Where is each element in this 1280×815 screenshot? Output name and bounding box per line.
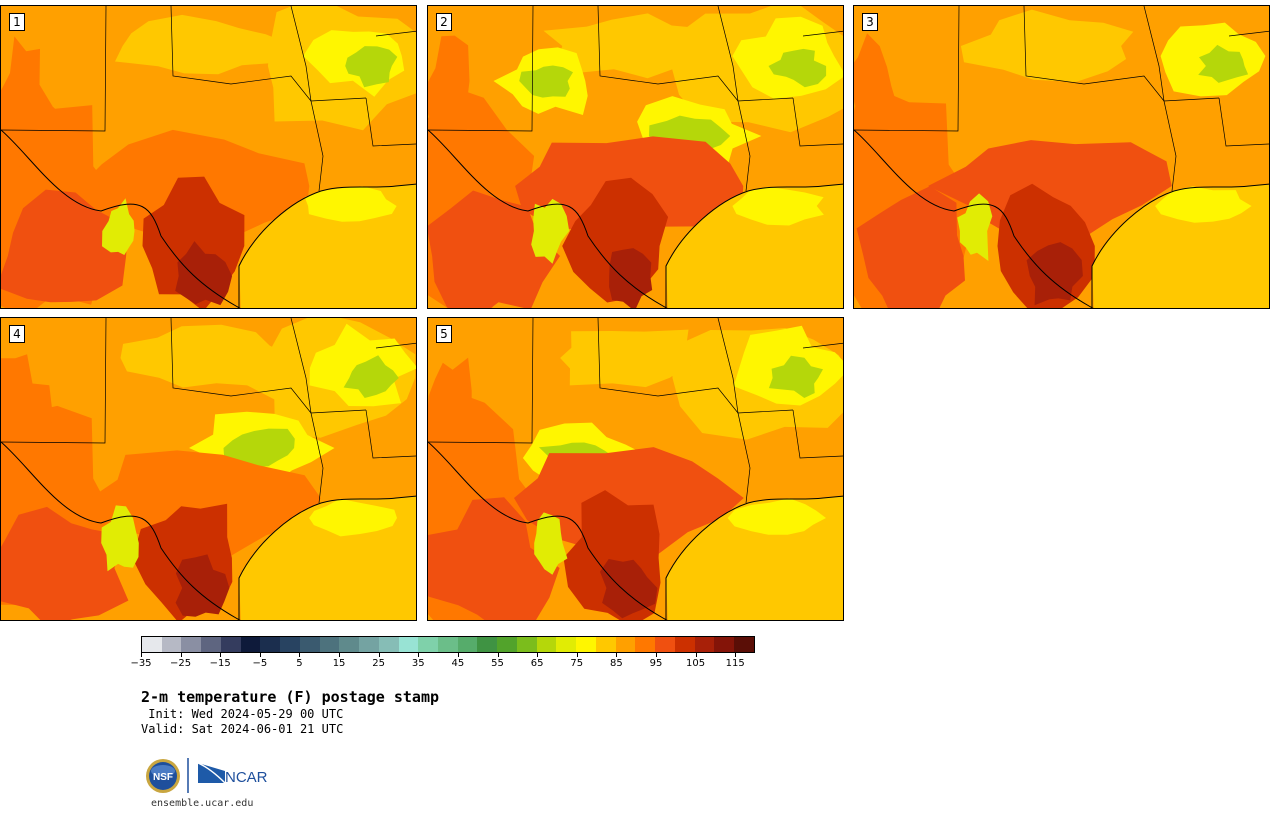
colorbar-tick <box>616 653 618 657</box>
temperature-map-5 <box>428 318 843 620</box>
colorbar-tick-label: 15 <box>332 658 346 669</box>
colorbar-swatch <box>635 637 656 652</box>
ensemble-member-panel-1: 1 <box>0 5 417 309</box>
colorbar-swatch <box>714 637 735 652</box>
colorbar-tick-label: 25 <box>372 658 386 669</box>
colorbar-tick <box>220 653 222 657</box>
colorbar-swatch <box>438 637 458 652</box>
colorbar-swatch <box>299 637 320 652</box>
colorbar-swatch <box>378 637 399 652</box>
ncar-logo-icon: NCAR <box>197 762 268 786</box>
colorbar-swatch <box>359 637 379 652</box>
colorbar-tick <box>735 653 737 657</box>
colorbar-swatch <box>260 637 281 652</box>
panel-number-4: 4 <box>9 325 25 343</box>
colorbar-tick-label: −15 <box>209 658 231 669</box>
colorbar-swatch <box>280 637 300 652</box>
ensemble-member-panel-4: 4 <box>0 317 417 621</box>
valid-time: Valid: Sat 2024-06-01 21 UTC <box>141 722 344 736</box>
colorbar-tick <box>339 653 341 657</box>
colorbar-tick <box>695 653 697 657</box>
svg-text:NCAR: NCAR <box>225 769 268 786</box>
colorbar-swatch <box>734 637 754 652</box>
colorbar-tick-label: 35 <box>411 658 425 669</box>
colorbar-swatch <box>576 637 596 652</box>
ensemble-member-panel-3: 3 <box>853 5 1270 309</box>
colorbar-swatch <box>536 637 557 652</box>
colorbar-tick-label: 105 <box>686 658 706 669</box>
colorbar-tick-label: 55 <box>491 658 504 669</box>
figure-title: 2-m temperature (F) postage stamp <box>141 688 440 706</box>
sponsor-logos: NSF NCAR <box>145 757 275 795</box>
colorbar-swatch <box>418 637 439 652</box>
colorbar-swatch <box>615 637 636 652</box>
colorbar-swatch <box>220 637 241 652</box>
colorbar-tick <box>537 653 539 657</box>
colorbar-tick-label: 45 <box>451 658 465 669</box>
colorbar-swatch <box>319 637 340 652</box>
colorbar-tick <box>418 653 420 657</box>
temperature-map-1 <box>1 6 416 308</box>
colorbar-tick-label: −35 <box>130 658 152 669</box>
website-url: ensemble.ucar.edu <box>151 798 254 809</box>
colorbar-tick-label: 65 <box>530 658 544 669</box>
colorbar-tick-label: 75 <box>570 658 584 669</box>
colorbar-swatch <box>516 637 537 652</box>
colorbar-tick <box>655 653 657 657</box>
colorbar-swatch <box>161 637 182 652</box>
colorbar-swatch <box>497 637 517 652</box>
colorbar-tick <box>299 653 301 657</box>
nsf-logo-icon: NSF <box>146 759 180 793</box>
colorbar-tick-label: −5 <box>252 658 268 669</box>
colorbar-swatch <box>181 637 202 652</box>
colorbar-swatch <box>595 637 616 652</box>
panel-number-3: 3 <box>862 13 878 31</box>
colorbar-ticks: −35 −25 −15 −5 5 15 25 35 45 55 65 75 85 95 105 115 <box>130 653 755 673</box>
svg-text:NSF: NSF <box>153 772 173 783</box>
colorbar-swatch <box>694 637 715 652</box>
colorbar-swatch <box>339 637 360 652</box>
init-time: Init: Wed 2024-05-29 00 UTC <box>141 707 344 721</box>
colorbar-swatch <box>655 637 675 652</box>
ensemble-member-panel-5: 5 <box>427 317 844 621</box>
panel-number-5: 5 <box>436 325 452 343</box>
panel-number-1: 1 <box>9 13 25 31</box>
colorbar-tick <box>378 653 380 657</box>
temperature-colorbar <box>141 636 755 653</box>
colorbar-swatch <box>142 637 162 652</box>
colorbar-tick <box>497 653 499 657</box>
temperature-map-3 <box>854 6 1269 308</box>
colorbar-tick-label: 115 <box>725 658 745 669</box>
colorbar-tick <box>180 653 182 657</box>
temperature-map-4 <box>1 318 416 620</box>
colorbar-tick-label: 5 <box>296 658 303 669</box>
colorbar-swatch <box>201 637 221 652</box>
colorbar-swatch <box>398 637 419 652</box>
colorbar-tick-label: 95 <box>649 658 663 669</box>
colorbar-tick <box>141 653 142 657</box>
colorbar-tick <box>259 653 261 657</box>
colorbar-tick <box>576 653 578 657</box>
colorbar-tick-label: 85 <box>609 658 623 669</box>
colorbar-swatch <box>556 637 577 652</box>
panel-number-2: 2 <box>436 13 452 31</box>
colorbar-swatch <box>240 637 261 652</box>
colorbar-tick <box>457 653 459 657</box>
colorbar-tick-label: −25 <box>170 658 192 669</box>
ensemble-member-panel-2: 2 <box>427 5 844 309</box>
temperature-map-2 <box>428 6 843 308</box>
colorbar-swatch <box>477 637 498 652</box>
colorbar-swatch <box>674 637 695 652</box>
colorbar-swatch <box>457 637 478 652</box>
